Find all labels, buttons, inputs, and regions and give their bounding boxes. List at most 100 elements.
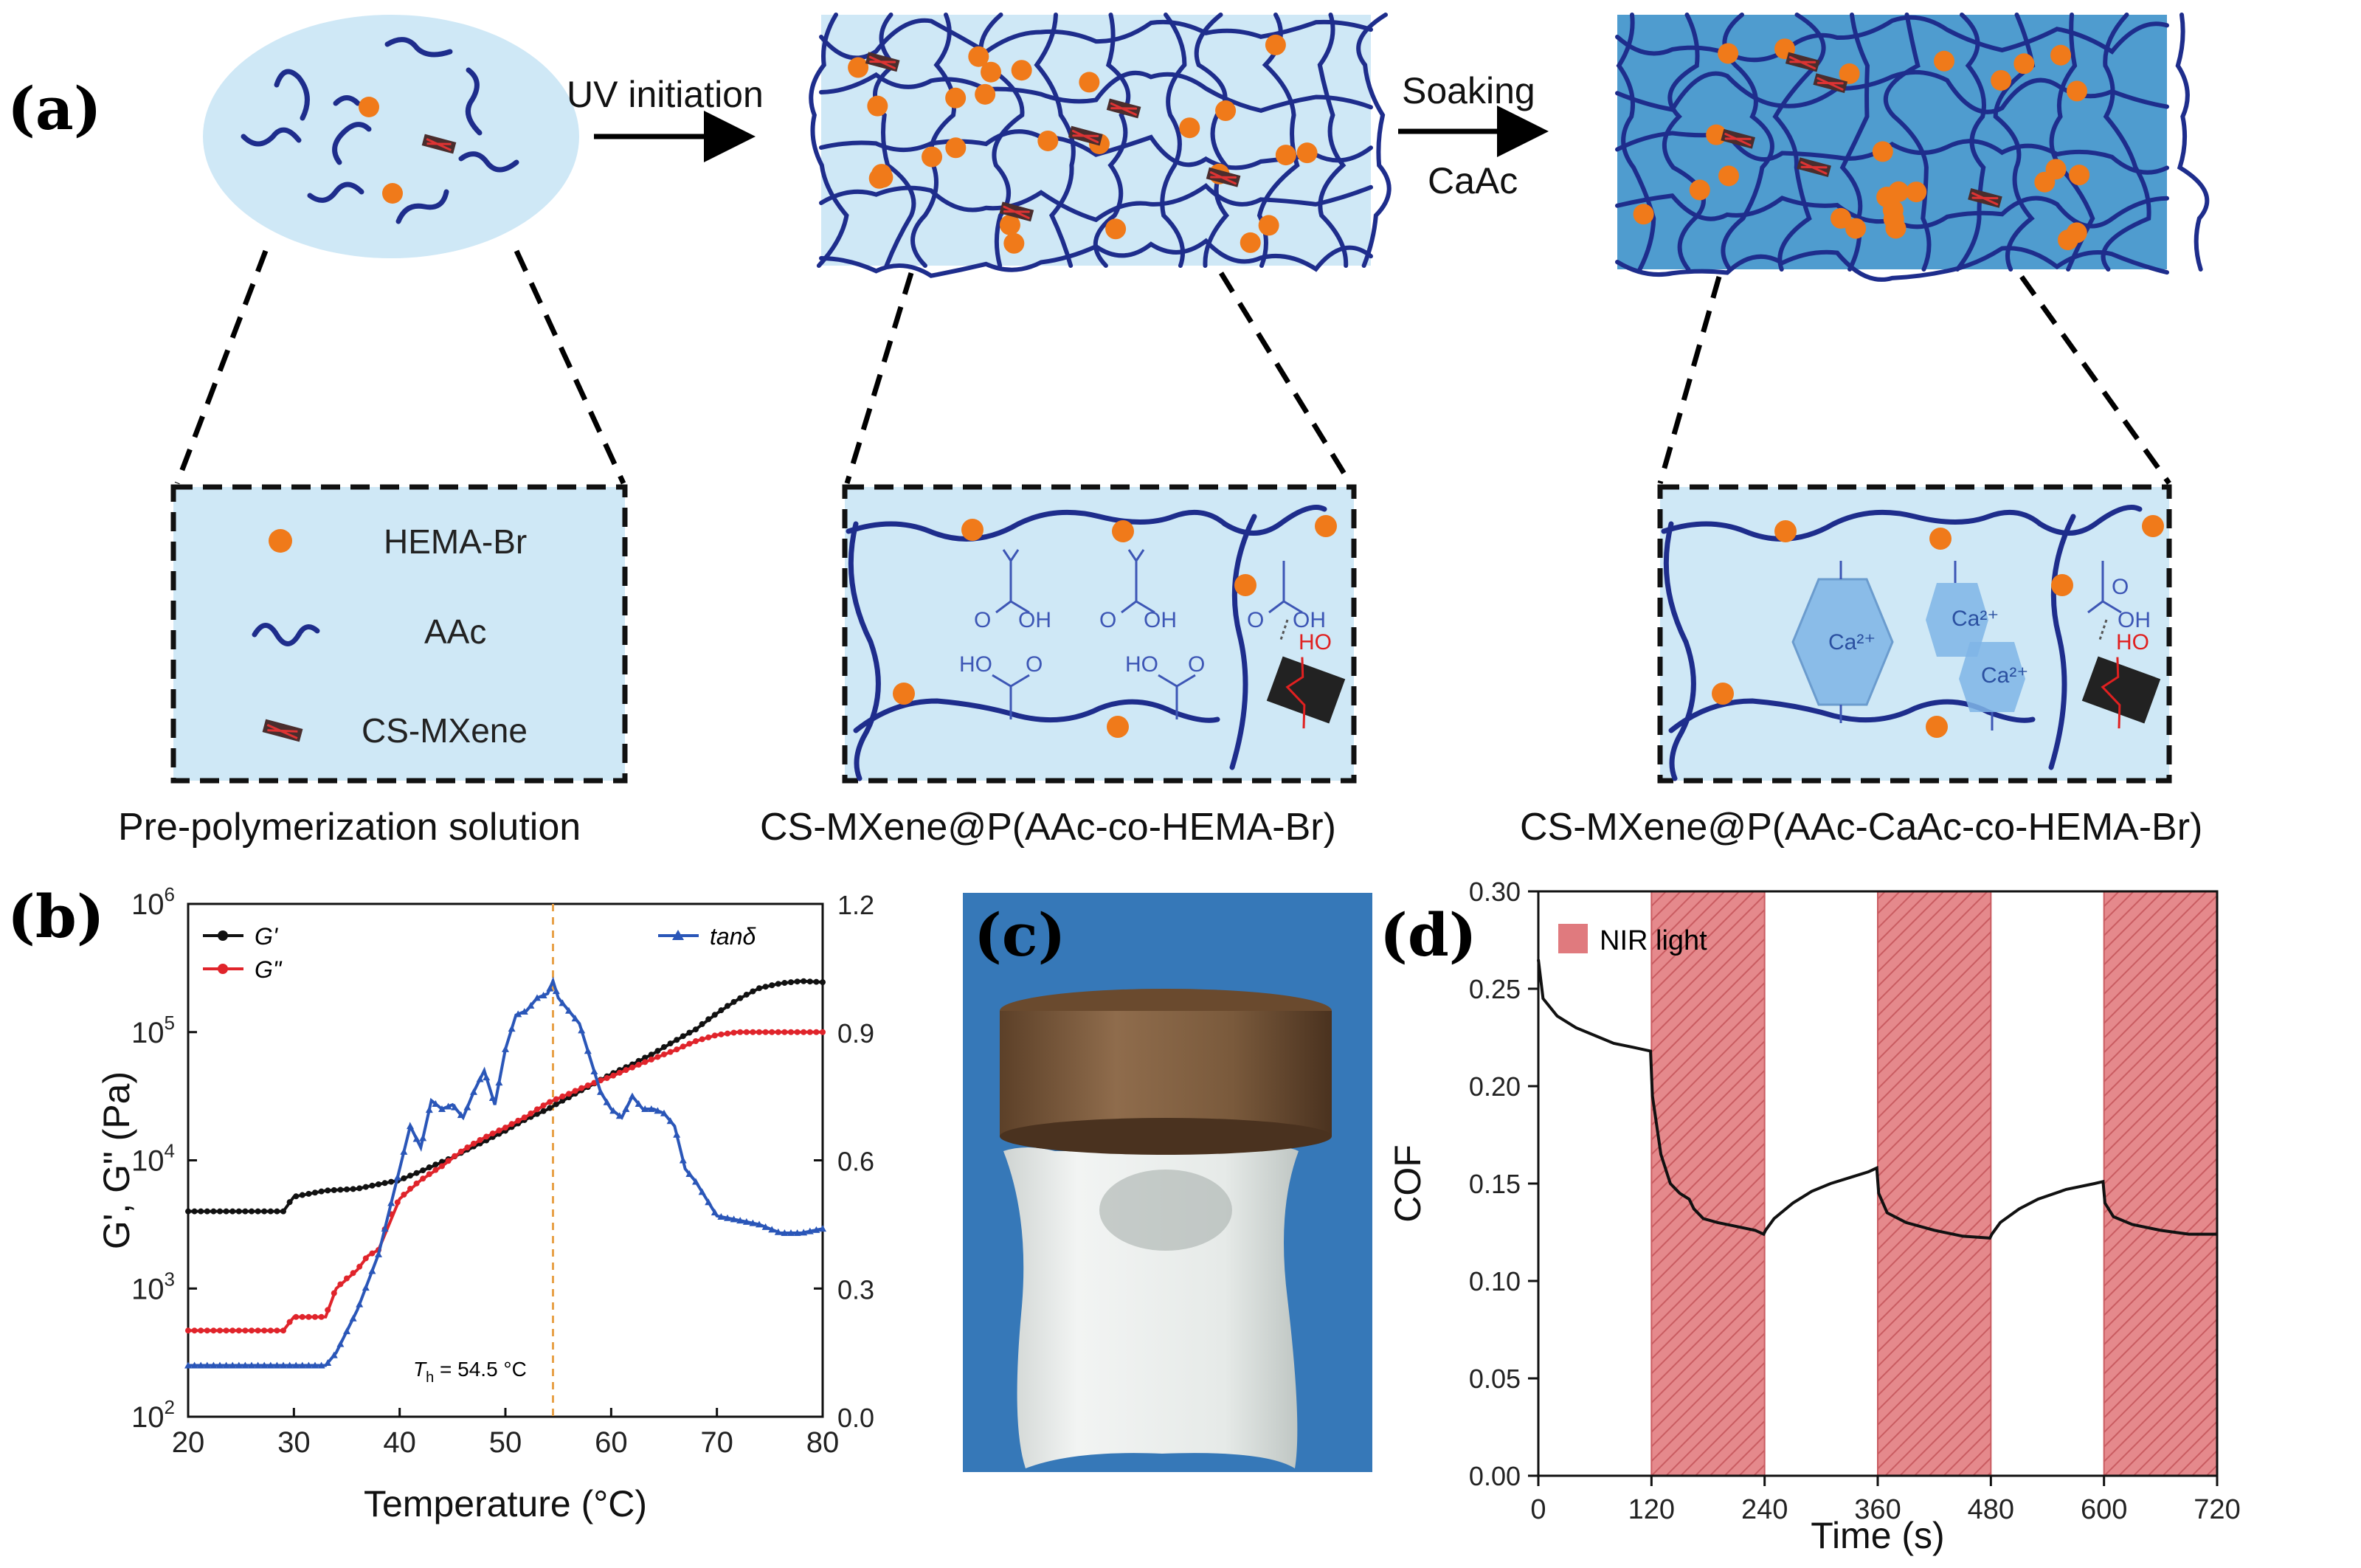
modulus-point (305, 1313, 312, 1320)
mxene-flake-icon (1266, 656, 1346, 729)
legend-hema-br: HEMA-Br (384, 522, 527, 561)
modulus-point (267, 1327, 274, 1334)
modulus-point (820, 979, 826, 986)
modulus-point (750, 988, 756, 995)
tan-delta-point (685, 1170, 694, 1178)
modulus-point (483, 1133, 490, 1140)
modulus-point (515, 1117, 522, 1124)
modulus-point (344, 1186, 350, 1192)
series-line-0 (188, 979, 823, 1213)
modulus-point (223, 1327, 229, 1334)
modulus-point (413, 1180, 420, 1187)
modulus-point (750, 1029, 756, 1035)
modulus-point (794, 1029, 801, 1035)
y2-tick-label-b: 0.6 (837, 1147, 874, 1177)
modulus-point (185, 1327, 191, 1334)
modulus-point (242, 1208, 249, 1215)
nir-legend-swatch (1558, 924, 1588, 953)
modulus-point (686, 1029, 693, 1036)
mxene-flake-icon (262, 719, 303, 742)
modulus-point (318, 1188, 325, 1195)
tan-delta-point (229, 1361, 237, 1369)
modulus-point (331, 1290, 337, 1296)
tan-delta-point (705, 1198, 713, 1206)
tan-delta-point (502, 1045, 509, 1052)
modulus-point (730, 1029, 737, 1036)
tan-delta-point (787, 1229, 795, 1236)
modulus-point (788, 1029, 794, 1035)
uv-initiation-arrow: UV initiation (567, 74, 764, 162)
modulus-point (781, 980, 788, 987)
tan-delta-point (407, 1122, 414, 1130)
modulus-point (806, 978, 813, 985)
ca-ion-label: Ca²⁺ (1828, 630, 1876, 655)
modulus-point (325, 1187, 331, 1194)
modulus-point (648, 1056, 654, 1063)
svg-text:HO: HO (1299, 630, 1332, 655)
tan-delta-point (298, 1361, 306, 1369)
tan-delta-point (527, 1001, 535, 1009)
tan-delta-point (679, 1156, 687, 1164)
y-tick-label-d: 0.10 (1469, 1266, 1521, 1296)
tan-delta-point (584, 1047, 592, 1054)
modulus-point (249, 1327, 255, 1334)
x-tick-label-b: 80 (806, 1426, 840, 1459)
panel-c: (c) (963, 893, 1372, 1472)
nir-light-region (1877, 891, 1992, 1477)
x-tick-label-b: 30 (277, 1426, 311, 1459)
legend-box: HEMA-Br AAc CS-MXene (170, 484, 628, 784)
x-tick-label-b: 40 (383, 1426, 416, 1459)
modulus-point (680, 1043, 686, 1050)
tan-delta-point (812, 1226, 820, 1233)
tan-delta-point (393, 1173, 401, 1181)
aac-chains (241, 37, 519, 224)
tan-delta-point (717, 1212, 725, 1220)
svg-text:O: O (1026, 652, 1043, 677)
panel-c-label: (c) (974, 900, 1065, 970)
modulus-point (547, 1105, 553, 1111)
modulus-point (274, 1208, 280, 1215)
legend-marker-b (218, 930, 228, 941)
modulus-point (293, 1193, 300, 1200)
modulus-point (705, 1016, 712, 1023)
tan-delta-point (444, 1102, 452, 1110)
modulus-point (242, 1327, 249, 1334)
svg-text:Ca²⁺: Ca²⁺ (1952, 607, 1999, 631)
modulus-point (629, 1064, 635, 1071)
y-tick-label-b: 104 (131, 1140, 175, 1178)
modulus-point (191, 1208, 198, 1215)
modulus-point (235, 1208, 242, 1215)
tan-delta-point (692, 1178, 699, 1185)
tan-delta-point (222, 1361, 230, 1369)
tan-delta-point (419, 1134, 427, 1142)
cof-series-line (1537, 959, 2217, 1240)
svg-text:OH: OH (2118, 608, 2151, 632)
legend-marker-b (672, 930, 684, 940)
modulus-point (578, 1085, 585, 1091)
arrow1-label: UV initiation (567, 74, 764, 115)
modulus-point (572, 1088, 578, 1094)
tan-delta-point (349, 1314, 357, 1322)
modulus-point (820, 1029, 826, 1035)
tan-delta-point (730, 1215, 738, 1223)
svg-text:OH: OH (1018, 608, 1051, 632)
modulus-point (699, 1036, 705, 1043)
tan-delta-point (336, 1340, 345, 1347)
hydrogel-network-2 (1615, 13, 2210, 282)
modulus-point (350, 1270, 356, 1277)
tan-delta-point (629, 1092, 636, 1099)
zoom-lines (174, 249, 2171, 486)
tan-delta-point (412, 1135, 421, 1142)
th-annotation: Th = 54.5 °C (413, 1358, 527, 1386)
x-tick-label-d: 600 (2081, 1494, 2127, 1525)
modulus-point (394, 1199, 401, 1206)
modulus-point (261, 1208, 268, 1215)
modulus-point (737, 995, 744, 1001)
modulus-point (642, 1054, 649, 1061)
tan-delta-point (241, 1361, 249, 1369)
tan-delta-point (483, 1074, 491, 1081)
tan-delta-point (622, 1105, 630, 1112)
tan-delta-point (806, 1227, 814, 1234)
modulus-point (540, 1108, 547, 1114)
arrow2-label-line1: Soaking (1402, 70, 1535, 111)
